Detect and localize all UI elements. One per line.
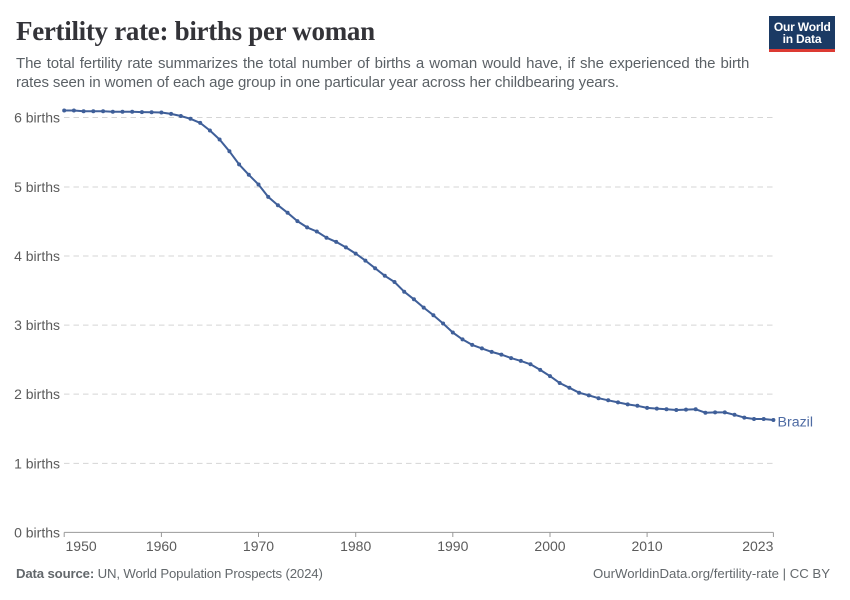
svg-text:Brazil: Brazil	[778, 415, 813, 431]
svg-text:2000: 2000	[534, 538, 565, 554]
svg-text:2010: 2010	[632, 538, 663, 554]
svg-text:6 births: 6 births	[14, 110, 60, 126]
svg-text:1 births: 1 births	[14, 455, 60, 471]
svg-text:0 births: 0 births	[14, 524, 60, 540]
svg-text:2023: 2023	[742, 538, 773, 554]
svg-text:1970: 1970	[243, 538, 274, 554]
svg-text:1990: 1990	[437, 538, 468, 554]
svg-text:1960: 1960	[146, 538, 177, 554]
svg-text:1950: 1950	[66, 538, 97, 554]
svg-text:5 births: 5 births	[14, 179, 60, 195]
svg-text:1980: 1980	[340, 538, 371, 554]
svg-text:3 births: 3 births	[14, 317, 60, 333]
svg-text:2 births: 2 births	[14, 386, 60, 402]
svg-text:4 births: 4 births	[14, 248, 60, 264]
